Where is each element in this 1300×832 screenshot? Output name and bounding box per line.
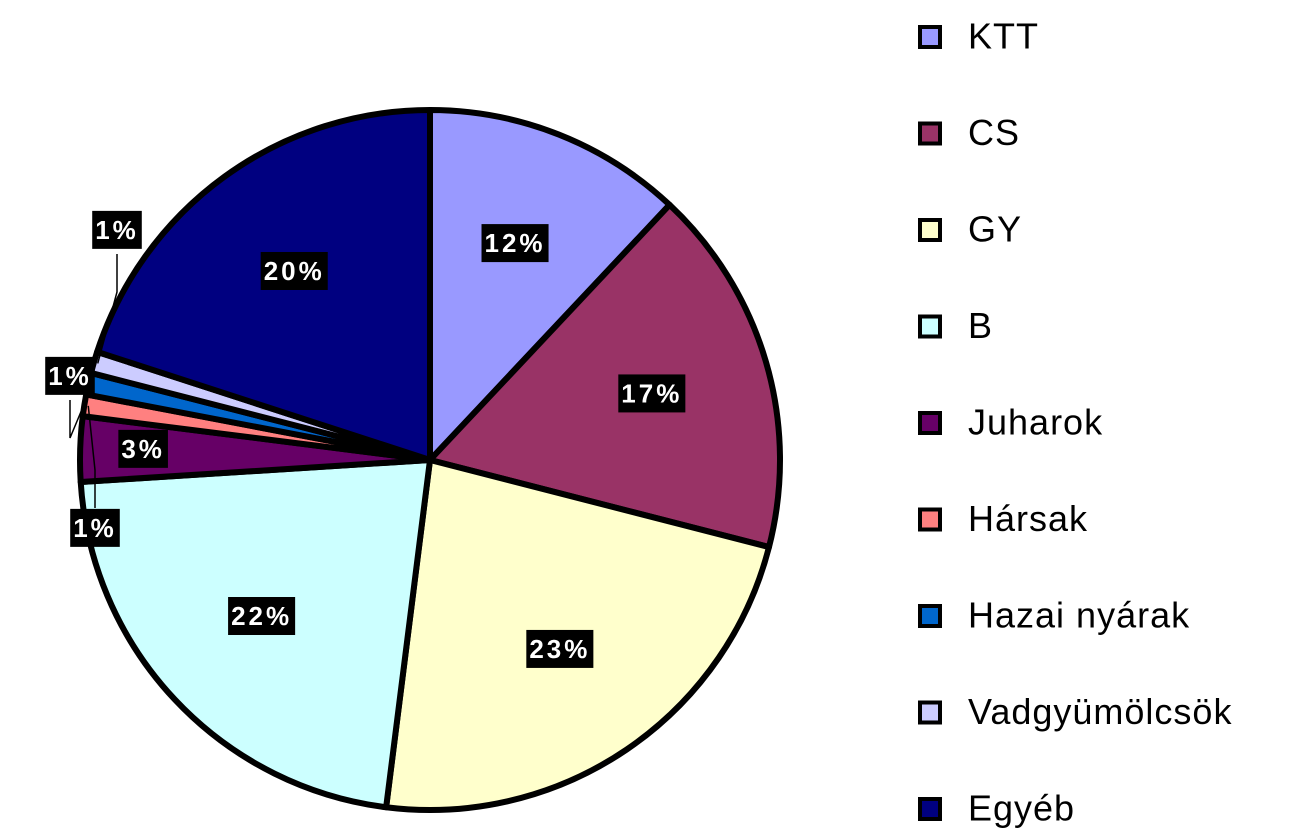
- data-label: 22%: [231, 601, 292, 631]
- data-label: 3%: [121, 434, 165, 464]
- data-label-bg: [118, 429, 168, 468]
- legend-swatch: [918, 797, 942, 821]
- legend-label: GY: [968, 209, 1022, 250]
- legend-label: Hazai nyárak: [968, 595, 1190, 636]
- legend-label: B: [968, 305, 993, 346]
- pie-slice: [427, 107, 673, 463]
- data-label-group: 1%: [92, 210, 142, 249]
- data-label-group: 1%: [45, 356, 95, 395]
- legend-swatch: [918, 314, 942, 339]
- leader-line: [87, 405, 96, 508]
- legend-label: KTT: [968, 16, 1039, 57]
- data-label-bg: [618, 374, 686, 413]
- legend-swatch: [918, 411, 942, 435]
- data-label-bg: [228, 597, 296, 636]
- data-label-group: 23%: [526, 629, 594, 668]
- data-label: 1%: [73, 513, 117, 543]
- data-label-bg: [481, 224, 549, 263]
- legend-swatch: [918, 604, 942, 628]
- legend-swatch: [918, 700, 942, 725]
- legend-swatch: [918, 218, 942, 242]
- data-label-group: 3%: [118, 429, 168, 468]
- data-label-bg: [70, 508, 120, 547]
- legend-swatch: [918, 121, 942, 146]
- legend-label: CS: [968, 112, 1020, 153]
- data-label-group: 22%: [228, 597, 296, 636]
- pie-slice: [427, 201, 783, 551]
- legend-swatch: [918, 507, 942, 532]
- legend-label: Egyéb: [968, 788, 1075, 829]
- data-label-bg: [526, 629, 594, 668]
- legend-label: Hársak: [968, 498, 1088, 539]
- data-label: 20%: [264, 256, 325, 286]
- data-label: 1%: [95, 215, 139, 245]
- data-label: 23%: [529, 634, 590, 664]
- legend-label: Juharok: [968, 402, 1103, 443]
- data-label-bg: [45, 356, 95, 395]
- data-label-group: 20%: [260, 251, 328, 290]
- leader-line: [69, 384, 94, 439]
- leader-line: [97, 254, 118, 364]
- data-label: 12%: [485, 228, 546, 258]
- data-label-bg: [92, 210, 142, 249]
- data-label-group: 1%: [70, 508, 120, 547]
- data-label-group: 12%: [481, 224, 549, 263]
- legend-swatch: [918, 25, 942, 49]
- data-label: 17%: [621, 378, 682, 408]
- legend-label: Vadgyümölcsök: [968, 691, 1232, 732]
- data-label-group: 17%: [618, 374, 686, 413]
- data-label-bg: [260, 251, 328, 290]
- data-label: 1%: [48, 361, 92, 391]
